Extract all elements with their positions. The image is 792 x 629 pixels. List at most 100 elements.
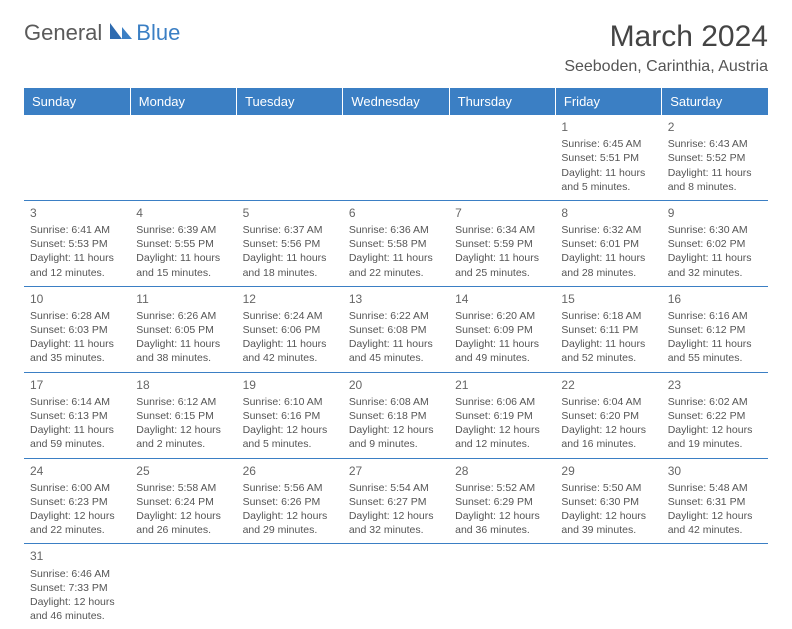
header: General Blue March 2024 Seeboden, Carint… <box>24 20 768 76</box>
sunset-text: Sunset: 6:24 PM <box>136 495 230 509</box>
calendar-day-cell: 27Sunrise: 5:54 AMSunset: 6:27 PMDayligh… <box>343 458 449 544</box>
calendar-day-cell: 9Sunrise: 6:30 AMSunset: 6:02 PMDaylight… <box>662 200 768 286</box>
sunrise-text: Sunrise: 6:32 AM <box>561 223 655 237</box>
month-title: March 2024 <box>564 20 768 54</box>
sunset-text: Sunset: 5:53 PM <box>30 237 124 251</box>
calendar-empty-cell <box>449 544 555 629</box>
calendar-day-cell: 26Sunrise: 5:56 AMSunset: 6:26 PMDayligh… <box>237 458 343 544</box>
daylight-text: Daylight: 11 hours and 49 minutes. <box>455 337 549 365</box>
sunrise-text: Sunrise: 5:56 AM <box>243 481 337 495</box>
calendar-day-cell: 29Sunrise: 5:50 AMSunset: 6:30 PMDayligh… <box>555 458 661 544</box>
calendar-day-cell: 18Sunrise: 6:12 AMSunset: 6:15 PMDayligh… <box>130 372 236 458</box>
calendar-body: 1Sunrise: 6:45 AMSunset: 5:51 PMDaylight… <box>24 115 768 629</box>
sunset-text: Sunset: 5:59 PM <box>455 237 549 251</box>
daylight-text: Daylight: 11 hours and 18 minutes. <box>243 251 337 279</box>
daylight-text: Daylight: 12 hours and 16 minutes. <box>561 423 655 451</box>
daylight-text: Daylight: 11 hours and 32 minutes. <box>668 251 762 279</box>
calendar-empty-cell <box>449 115 555 200</box>
calendar-day-cell: 15Sunrise: 6:18 AMSunset: 6:11 PMDayligh… <box>555 286 661 372</box>
day-number: 28 <box>455 463 549 479</box>
logo-sail-icon <box>108 21 134 46</box>
daylight-text: Daylight: 12 hours and 32 minutes. <box>349 509 443 537</box>
daylight-text: Daylight: 12 hours and 9 minutes. <box>349 423 443 451</box>
day-number: 20 <box>349 377 443 393</box>
calendar-day-cell: 8Sunrise: 6:32 AMSunset: 6:01 PMDaylight… <box>555 200 661 286</box>
daylight-text: Daylight: 11 hours and 52 minutes. <box>561 337 655 365</box>
daylight-text: Daylight: 12 hours and 2 minutes. <box>136 423 230 451</box>
day-number: 4 <box>136 205 230 221</box>
day-number: 11 <box>136 291 230 307</box>
sunset-text: Sunset: 5:56 PM <box>243 237 337 251</box>
day-number: 2 <box>668 119 762 135</box>
daylight-text: Daylight: 11 hours and 8 minutes. <box>668 166 762 194</box>
sunrise-text: Sunrise: 6:02 AM <box>668 395 762 409</box>
daylight-text: Daylight: 11 hours and 5 minutes. <box>561 166 655 194</box>
calendar-week-row: 3 Sunrise: 6:41 AMSunset: 5:53 PM Daylight… <box>24 200 768 286</box>
day-number: 13 <box>349 291 443 307</box>
calendar-day-cell: 25Sunrise: 5:58 AMSunset: 6:24 PMDayligh… <box>130 458 236 544</box>
calendar-day-cell: 22Sunrise: 6:04 AMSunset: 6:20 PMDayligh… <box>555 372 661 458</box>
day-number: 19 <box>243 377 337 393</box>
daylight-text: Daylight: 12 hours and 22 minutes. <box>30 509 124 537</box>
daylight-text: Daylight: 12 hours and 29 minutes. <box>243 509 337 537</box>
day-number: 3 <box>30 205 124 221</box>
sunset-text: Sunset: 6:29 PM <box>455 495 549 509</box>
day-number: 6 <box>349 205 443 221</box>
day-number: 29 <box>561 463 655 479</box>
calendar-day-cell: 5Sunrise: 6:37 AMSunset: 5:56 PMDaylight… <box>237 200 343 286</box>
daylight-text: Daylight: 11 hours and 38 minutes. <box>136 337 230 365</box>
sunrise-text: Sunrise: 6:22 AM <box>349 309 443 323</box>
calendar-week-row: 1Sunrise: 6:45 AMSunset: 5:51 PMDaylight… <box>24 115 768 200</box>
weekday-header: Monday <box>130 88 236 115</box>
sunrise-text: Sunrise: 6:43 AM <box>668 137 762 151</box>
sunrise-text: Sunrise: 6:00 AM <box>30 481 124 495</box>
weekday-header: Thursday <box>449 88 555 115</box>
day-number: 26 <box>243 463 337 479</box>
sunset-text: Sunset: 6:16 PM <box>243 409 337 423</box>
weekday-header: Friday <box>555 88 661 115</box>
daylight-text: Daylight: 11 hours and 45 minutes. <box>349 337 443 365</box>
weekday-header: Wednesday <box>343 88 449 115</box>
calendar-day-cell: 16Sunrise: 6:16 AMSunset: 6:12 PMDayligh… <box>662 286 768 372</box>
calendar-week-row: 31Sunrise: 6:46 AMSunset: 7:33 PMDayligh… <box>24 544 768 629</box>
sunrise-text: Sunrise: 5:48 AM <box>668 481 762 495</box>
sunset-text: Sunset: 6:23 PM <box>30 495 124 509</box>
sunset-text: Sunset: 5:55 PM <box>136 237 230 251</box>
calendar-day-cell: 7Sunrise: 6:34 AMSunset: 5:59 PMDaylight… <box>449 200 555 286</box>
daylight-text: Daylight: 12 hours and 39 minutes. <box>561 509 655 537</box>
day-number: 1 <box>561 119 655 135</box>
calendar-day-cell: 1Sunrise: 6:45 AMSunset: 5:51 PMDaylight… <box>555 115 661 200</box>
day-number: 10 <box>30 291 124 307</box>
day-number: 16 <box>668 291 762 307</box>
calendar-empty-cell <box>237 115 343 200</box>
daylight-text: Daylight: 11 hours and 35 minutes. <box>30 337 124 365</box>
sunset-text: Sunset: 5:58 PM <box>349 237 443 251</box>
calendar-empty-cell <box>343 115 449 200</box>
calendar-empty-cell <box>130 544 236 629</box>
sunrise-text: Sunrise: 5:52 AM <box>455 481 549 495</box>
calendar-day-cell: 28Sunrise: 5:52 AMSunset: 6:29 PMDayligh… <box>449 458 555 544</box>
calendar-day-cell: 31Sunrise: 6:46 AMSunset: 7:33 PMDayligh… <box>24 544 130 629</box>
sunset-text: Sunset: 6:20 PM <box>561 409 655 423</box>
sunset-text: Sunset: 6:08 PM <box>349 323 443 337</box>
sunrise-text: Sunrise: 6:18 AM <box>561 309 655 323</box>
sunset-text: Sunset: 6:27 PM <box>349 495 443 509</box>
day-number: 31 <box>30 548 124 564</box>
sunrise-text: Sunrise: 6:04 AM <box>561 395 655 409</box>
day-number: 25 <box>136 463 230 479</box>
day-number: 30 <box>668 463 762 479</box>
weekday-header: Tuesday <box>237 88 343 115</box>
day-number: 24 <box>30 463 124 479</box>
daylight-text: Daylight: 12 hours and 26 minutes. <box>136 509 230 537</box>
sunset-text: Sunset: 6:31 PM <box>668 495 762 509</box>
logo-text-general: General <box>24 20 102 46</box>
day-number: 8 <box>561 205 655 221</box>
daylight-text: Daylight: 11 hours and 15 minutes. <box>136 251 230 279</box>
sunrise-text: Sunrise: 6:41 AM <box>30 223 124 237</box>
location: Seeboden, Carinthia, Austria <box>564 58 768 76</box>
sunset-text: Sunset: 6:11 PM <box>561 323 655 337</box>
sunrise-text: Sunrise: 6:39 AM <box>136 223 230 237</box>
calendar-empty-cell <box>24 115 130 200</box>
day-number: 18 <box>136 377 230 393</box>
calendar-day-cell: 17Sunrise: 6:14 AMSunset: 6:13 PMDayligh… <box>24 372 130 458</box>
